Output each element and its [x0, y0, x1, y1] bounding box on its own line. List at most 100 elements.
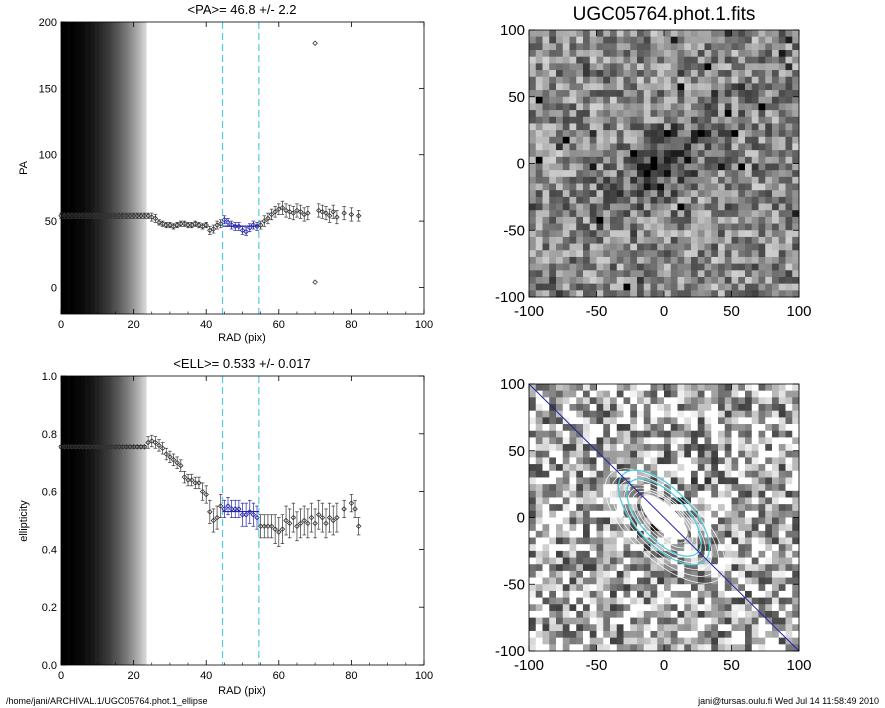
- contour-pixel: [785, 550, 793, 558]
- contour-pixel: [745, 390, 753, 398]
- galaxy-pixel: [711, 110, 719, 118]
- contour-pixel: [772, 630, 780, 639]
- contour-pixel: [738, 397, 746, 405]
- contour-pixel: [576, 570, 584, 578]
- contour-pixel: [724, 637, 732, 645]
- galaxy-pixel: [664, 270, 672, 278]
- galaxy-pixel: [569, 196, 577, 204]
- galaxy-pixel: [556, 96, 564, 104]
- galaxy-pixel: [772, 223, 780, 231]
- contour-pixel: [529, 630, 537, 639]
- galaxy-pixel: [643, 203, 651, 211]
- galaxy-pixel: [731, 36, 739, 44]
- galaxy-pixel: [758, 30, 766, 38]
- ell-point: [217, 503, 224, 509]
- galaxy-pixel: [643, 83, 651, 91]
- galaxy-pixel: [643, 210, 651, 218]
- galaxy-pixel: [731, 196, 739, 204]
- galaxy-pixel: [556, 183, 564, 191]
- contour-pixel: [583, 644, 591, 652]
- galaxy-pixel: [738, 236, 746, 244]
- ell-point: [283, 517, 289, 524]
- galaxy-pixel: [704, 56, 712, 64]
- galaxy-pixel: [718, 96, 726, 104]
- ell-point: [116, 444, 122, 450]
- galaxy-pixel: [637, 163, 645, 171]
- contour-pixel: [670, 464, 678, 472]
- galaxy-pixel: [691, 43, 699, 51]
- contour-pixel: [650, 637, 658, 645]
- contour-pixel: [549, 450, 557, 458]
- contour-pixel: [549, 624, 557, 632]
- contour-pixel: [751, 484, 759, 492]
- galaxy-pixel: [583, 216, 591, 224]
- contour-pixel: [772, 590, 780, 598]
- contour-pixel: [542, 590, 550, 598]
- contour-pixel: [778, 470, 786, 478]
- galaxy-pixel: [704, 216, 712, 224]
- contour-pixel: [562, 550, 570, 558]
- contour-pixel: [785, 384, 793, 392]
- contour-pixel: [670, 557, 678, 565]
- galaxy-pixel: [549, 210, 557, 218]
- contour-pixel: [556, 510, 564, 518]
- contour-pixel: [704, 564, 712, 572]
- contour-pixel: [792, 477, 800, 485]
- galaxy-pixel: [718, 70, 726, 78]
- contour-pixel: [677, 497, 685, 505]
- contour-pixel: [650, 450, 658, 458]
- contour-pixel: [535, 584, 543, 592]
- galaxy-pixel: [670, 230, 678, 238]
- contour-pixel: [549, 430, 557, 438]
- contour-pixel: [704, 397, 712, 405]
- galaxy-pixel: [691, 143, 699, 151]
- contour-pixel: [623, 644, 631, 652]
- galaxy-pixel: [684, 203, 692, 211]
- galaxy-pixel: [643, 243, 651, 251]
- galaxy-pixel: [751, 210, 759, 218]
- galaxy-pixel: [549, 283, 557, 291]
- galaxy-pixel: [697, 163, 705, 171]
- galaxy-pixel: [745, 250, 753, 258]
- contour-pixel: [549, 577, 557, 585]
- contour-pixel: [711, 637, 719, 645]
- galaxy-pixel: [778, 130, 786, 138]
- contour-pixel: [562, 577, 570, 585]
- contour-pixel: [589, 590, 597, 598]
- galaxy-pixel: [569, 216, 577, 224]
- galaxy-pixel: [589, 203, 597, 211]
- pa-shaded-band: [80, 22, 83, 314]
- pa-point: [58, 213, 64, 219]
- galaxy-pixel: [697, 136, 705, 144]
- galaxy-pixel: [718, 230, 726, 238]
- galaxy-pixel: [738, 196, 746, 204]
- galaxy-pixel: [684, 243, 692, 251]
- contour-pixel: [535, 424, 543, 432]
- galaxy-pixel: [704, 190, 712, 198]
- galaxy-pixel: [596, 210, 604, 218]
- galaxy-pixel: [772, 183, 780, 191]
- galaxy-pixel: [535, 243, 543, 251]
- galaxy-pixel: [596, 276, 604, 285]
- galaxy-pixel: [562, 143, 570, 151]
- galaxy-pixel: [569, 283, 577, 291]
- galaxy-pixel: [670, 116, 678, 124]
- contour-pixel: [542, 577, 550, 585]
- contour-pixel: [778, 490, 786, 498]
- galaxy-pixel: [778, 50, 786, 58]
- contour-pixel: [657, 537, 665, 545]
- galaxy-pixel: [792, 243, 800, 251]
- galaxy-pixel: [772, 150, 780, 158]
- galaxy-pixel: [650, 190, 658, 198]
- contour-pixel: [785, 530, 793, 538]
- galaxy-pixel: [549, 203, 557, 211]
- contour-pixel: [758, 577, 766, 585]
- contour-pixel: [792, 604, 800, 612]
- galaxy-pixel: [792, 70, 800, 78]
- contour-pixel: [765, 404, 773, 412]
- galaxy-pixel: [677, 196, 685, 204]
- galaxy-pixel: [731, 176, 739, 184]
- contour-pixel: [745, 470, 753, 478]
- galaxy-pixel: [562, 263, 570, 271]
- contour-pixel: [603, 430, 611, 438]
